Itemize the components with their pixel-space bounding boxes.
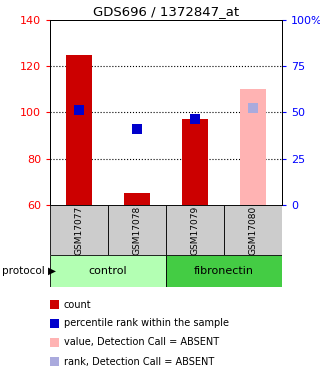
Bar [240,89,266,205]
Bar [66,55,92,205]
Point [251,105,256,111]
Text: GDS696 / 1372847_at: GDS696 / 1372847_at [93,5,239,18]
Text: GSM17079: GSM17079 [190,206,199,255]
Text: rank, Detection Call = ABSENT: rank, Detection Call = ABSENT [64,357,214,366]
Text: GSM17078: GSM17078 [132,206,141,255]
Bar [108,205,166,255]
Bar [50,205,108,255]
Text: fibronectin: fibronectin [194,266,254,276]
Text: protocol ▶: protocol ▶ [2,266,56,276]
Text: GSM17080: GSM17080 [249,206,258,255]
Bar [166,205,224,255]
Bar [50,255,166,287]
Bar [124,194,150,205]
Point [134,126,140,132]
Text: GSM17077: GSM17077 [75,206,84,255]
Text: count: count [64,300,92,309]
Bar [182,119,208,205]
Bar [224,205,282,255]
Point [76,107,82,113]
Bar [166,255,282,287]
Text: percentile rank within the sample: percentile rank within the sample [64,318,229,328]
Point [192,116,197,122]
Text: value, Detection Call = ABSENT: value, Detection Call = ABSENT [64,338,219,348]
Text: control: control [89,266,127,276]
